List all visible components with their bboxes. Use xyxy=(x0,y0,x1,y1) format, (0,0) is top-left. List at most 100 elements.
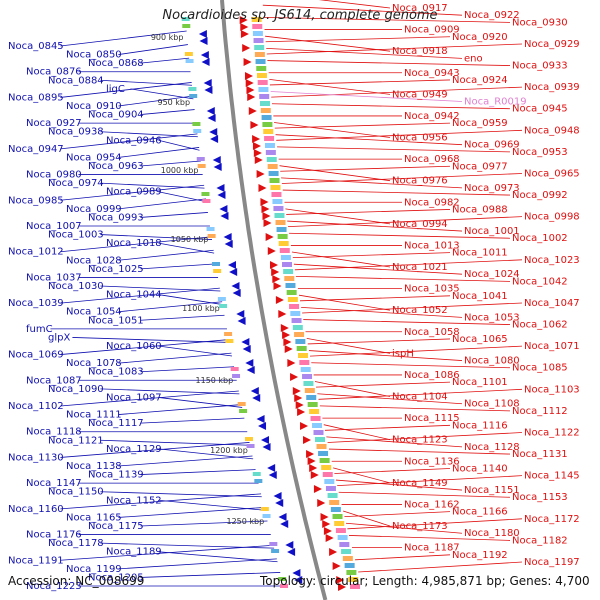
feature-box xyxy=(273,206,284,211)
feature-box xyxy=(284,276,295,281)
label-connector xyxy=(158,191,207,203)
feature-box xyxy=(237,402,246,406)
label-connector xyxy=(345,522,463,534)
feature-box xyxy=(290,311,301,316)
gene-label: Noca_0977 xyxy=(452,161,508,172)
gene-label: Noca_1173 xyxy=(392,521,448,532)
reverse-gene-arrow xyxy=(199,37,208,45)
gene-label: Noca_1065 xyxy=(452,334,508,345)
gene-label: Noca_0942 xyxy=(404,111,460,122)
feature-box xyxy=(276,227,287,232)
forward-gene-arrow xyxy=(260,198,269,206)
label-connector xyxy=(348,535,511,541)
label-connector xyxy=(118,352,232,364)
reverse-gene-arrow xyxy=(224,240,233,248)
reverse-gene-arrow xyxy=(242,345,251,353)
forward-gene-arrow xyxy=(248,107,257,115)
gene-label: Noca_1011 xyxy=(452,248,508,259)
gene-label: Noca_1053 xyxy=(464,312,520,323)
feature-box xyxy=(224,332,233,336)
label-connector xyxy=(140,109,195,115)
reverse-gene-arrow xyxy=(275,499,284,507)
forward-gene-arrow xyxy=(329,548,338,556)
reverse-gene-arrow xyxy=(212,156,221,164)
reverse-gene-arrow xyxy=(204,86,213,94)
gene-label: Noca_0992 xyxy=(512,190,568,201)
reverse-gene-arrow xyxy=(258,422,267,430)
forward-gene-arrow xyxy=(284,345,293,353)
gene-label: Noca_0850 xyxy=(66,50,122,61)
gene-label: Noca_0988 xyxy=(452,204,508,215)
label-connector xyxy=(265,35,391,52)
feature-box xyxy=(267,164,278,169)
label-connector xyxy=(60,287,220,304)
reverse-gene-arrow xyxy=(294,576,303,584)
label-connector xyxy=(140,57,190,64)
label-connector xyxy=(60,442,250,458)
feature-box xyxy=(193,129,202,133)
gene-label: Noca_1175 xyxy=(88,521,144,532)
gene-label: Noca_0974 xyxy=(48,178,104,189)
label-connector xyxy=(60,339,229,355)
label-connector xyxy=(118,95,194,107)
gene-label: Noca_1003 xyxy=(48,230,104,241)
label-connector xyxy=(307,338,451,345)
label-connector xyxy=(282,189,511,196)
gene-label: Noca_0845 xyxy=(8,41,64,52)
gene-label: Noca_0965 xyxy=(524,168,580,179)
gene-label: Noca_1042 xyxy=(512,276,568,287)
feature-box xyxy=(217,297,226,301)
feature-box xyxy=(252,24,263,29)
label-connector xyxy=(327,432,523,443)
feature-box xyxy=(287,297,298,302)
feature-box xyxy=(330,507,341,512)
forward-gene-arrow xyxy=(287,359,296,367)
label-connector xyxy=(270,91,463,102)
genome-backbone xyxy=(220,0,328,600)
gene-label: Noca_1058 xyxy=(404,327,460,338)
gene-label: Noca_1153 xyxy=(512,492,568,503)
gene-label: Noca_1039 xyxy=(8,298,64,309)
feature-box xyxy=(312,423,323,428)
feature-box xyxy=(322,472,333,477)
forward-gene-arrow xyxy=(242,44,251,52)
feature-box xyxy=(296,346,307,351)
reverse-gene-arrow xyxy=(268,471,277,479)
feature-box xyxy=(275,220,286,225)
label-connector xyxy=(60,184,205,201)
feature-box xyxy=(263,129,274,134)
forward-gene-arrow xyxy=(265,233,274,241)
feature-box xyxy=(289,304,300,309)
gene-label: Noca_1078 xyxy=(66,358,122,369)
reverse-gene-arrow xyxy=(292,569,301,577)
feature-box xyxy=(299,360,310,365)
feature-box xyxy=(269,542,278,546)
gene-label: Noca_0910 xyxy=(66,101,122,112)
forward-gene-arrow xyxy=(322,520,331,528)
gene-label: Noca_1117 xyxy=(88,418,144,429)
reverse-gene-arrow xyxy=(237,317,246,325)
feature-box xyxy=(260,507,269,511)
label-connector xyxy=(334,468,451,474)
gene-label: Noca_1136 xyxy=(404,456,460,467)
feature-box xyxy=(280,584,289,588)
forward-gene-arrow xyxy=(244,72,253,80)
gene-label: Noca_1044 xyxy=(106,290,162,301)
label-connector xyxy=(289,232,511,239)
feature-box xyxy=(318,451,329,456)
ruler-label: 1150 kbp xyxy=(196,376,234,385)
feature-box xyxy=(230,367,239,371)
gene-label: Noca_1023 xyxy=(524,255,580,266)
forward-gene-arrow xyxy=(261,205,270,213)
reverse-gene-arrow xyxy=(287,548,296,556)
ruler-label: 1200 kbp xyxy=(210,446,248,455)
label-connector xyxy=(118,301,223,313)
forward-gene-arrow xyxy=(253,149,262,157)
label-connector xyxy=(60,493,262,510)
gene-label: Noca_0943 xyxy=(404,68,460,79)
label-connector xyxy=(267,60,511,66)
label-connector xyxy=(118,44,188,55)
forward-gene-arrow xyxy=(267,247,276,255)
label-connector xyxy=(316,381,451,388)
feature-box xyxy=(286,290,297,295)
